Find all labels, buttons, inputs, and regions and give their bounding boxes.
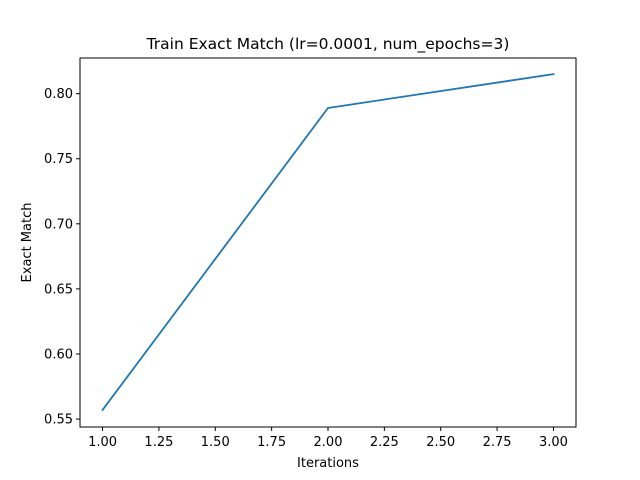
y-tick-label: 0.80 bbox=[44, 87, 73, 102]
x-tick-label: 1.00 bbox=[88, 435, 117, 450]
plot-area-frame bbox=[79, 57, 577, 428]
x-tick-label: 2.50 bbox=[426, 435, 455, 450]
chart-title: Train Exact Match (lr=0.0001, num_epochs… bbox=[146, 35, 510, 54]
x-tick-label: 1.75 bbox=[257, 435, 286, 450]
x-tick-label: 1.50 bbox=[201, 435, 230, 450]
x-tick-label: 3.00 bbox=[539, 435, 568, 450]
x-axis-label: Iterations bbox=[297, 456, 359, 471]
x-tick-label: 1.25 bbox=[144, 435, 173, 450]
y-tick-label: 0.75 bbox=[44, 152, 73, 167]
x-tick-label: 2.75 bbox=[483, 435, 512, 450]
y-tick-label: 0.55 bbox=[44, 413, 73, 428]
x-tick-label: 2.00 bbox=[314, 435, 343, 450]
y-tick-label: 0.70 bbox=[44, 217, 73, 232]
plot-series bbox=[101, 73, 555, 412]
x-axis: 1.00 1.25 1.50 1.75 2.00 2.25 2.50 2.75 3.00 bbox=[88, 427, 568, 450]
y-tick-label: 0.60 bbox=[44, 347, 73, 362]
y-tick-label: 0.65 bbox=[44, 282, 73, 297]
y-axis-label: Exact Match bbox=[20, 203, 35, 283]
y-axis: 0.55 0.60 0.65 0.70 0.75 0.80 bbox=[44, 87, 80, 428]
series-line bbox=[101, 73, 555, 412]
x-tick-label: 2.25 bbox=[370, 435, 399, 450]
